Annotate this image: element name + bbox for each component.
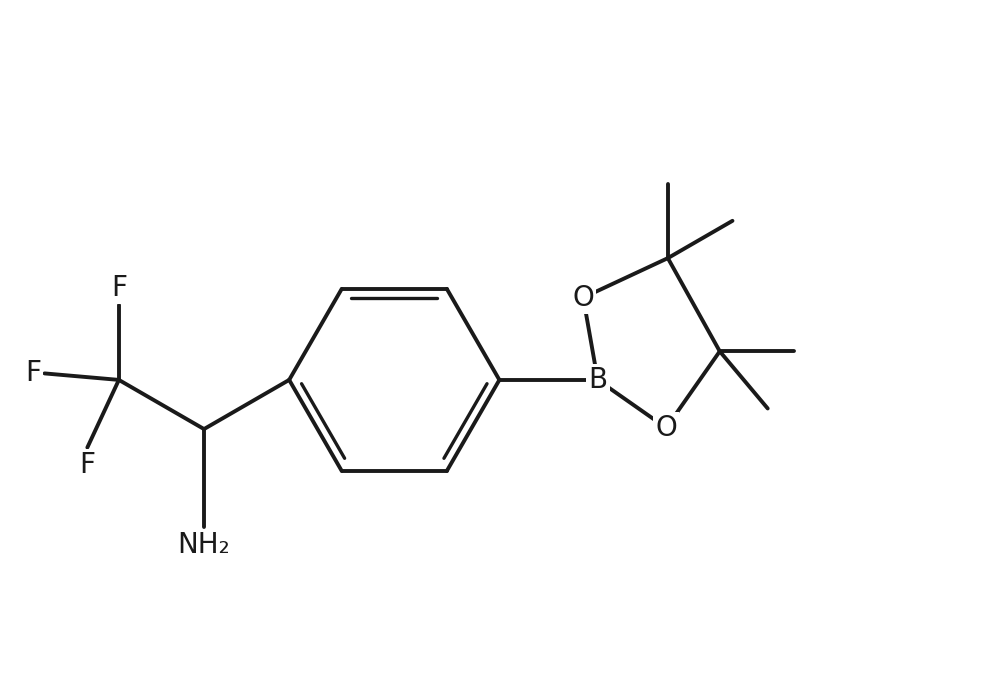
Text: O: O (572, 284, 594, 311)
Text: O: O (656, 414, 678, 442)
Text: B: B (588, 366, 607, 394)
Text: F: F (25, 359, 42, 388)
Text: F: F (79, 451, 95, 479)
Text: F: F (111, 274, 127, 302)
Text: NH₂: NH₂ (178, 531, 230, 558)
